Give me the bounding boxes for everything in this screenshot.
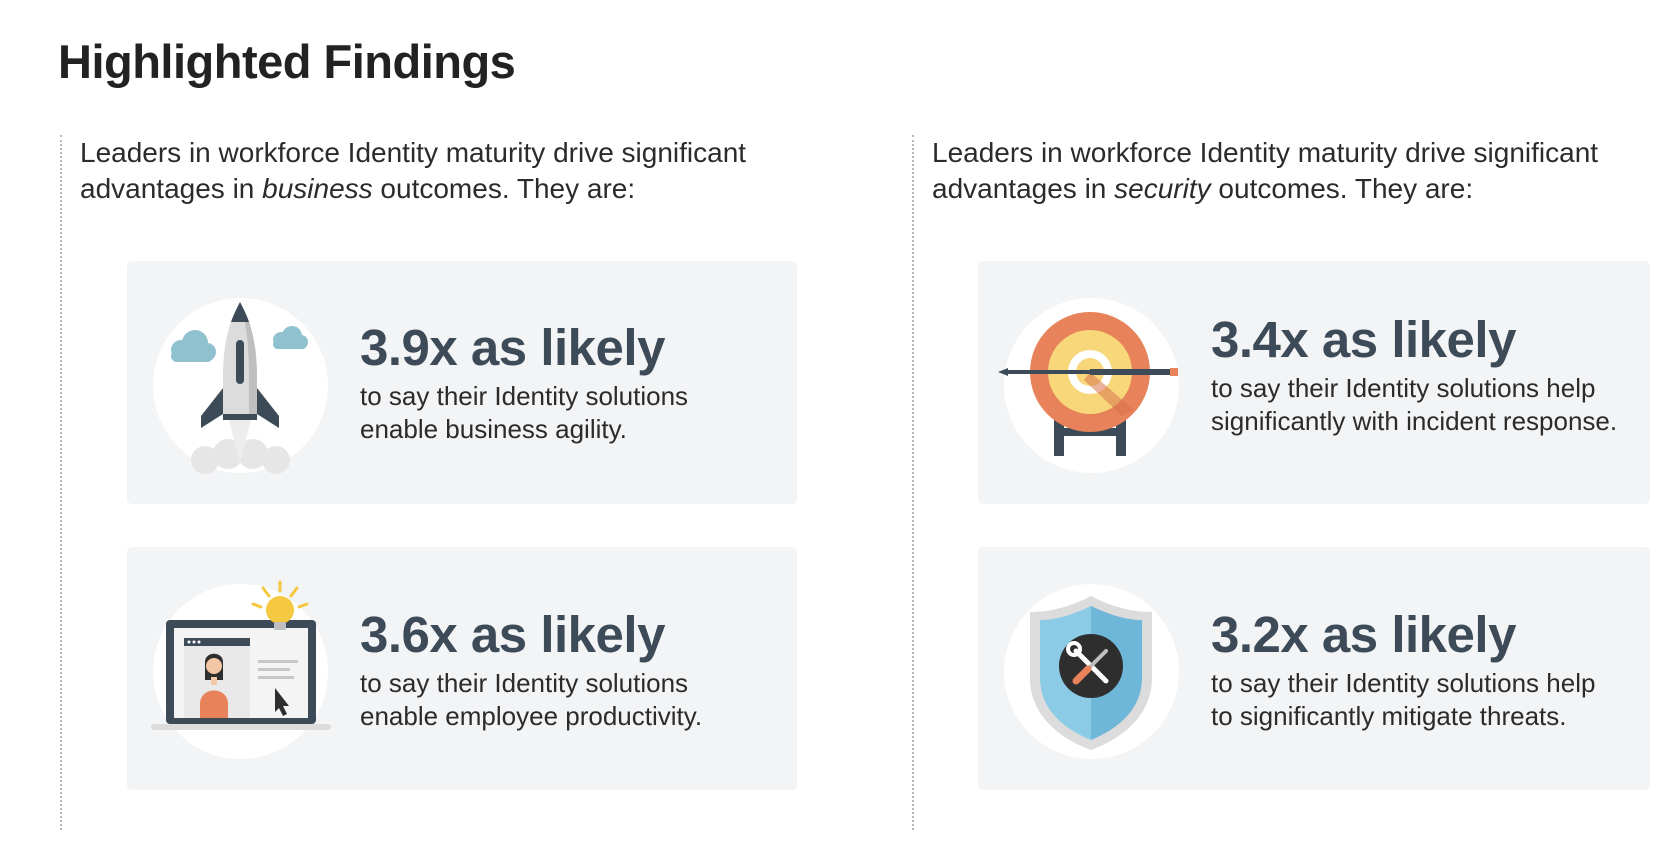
rocket-icon — [171, 302, 308, 474]
business-outcomes-column: Leaders in workforce Identity maturity d… — [60, 135, 820, 830]
finding-card-business-agility: 3.9x as likely to say their Identity sol… — [127, 261, 797, 504]
shield-tools-icon — [1030, 596, 1152, 750]
stat-description-line: to say their Identity solutions help — [1211, 668, 1596, 698]
finding-card-employee-productivity: 3.6x as likely to say their Identity sol… — [127, 547, 797, 790]
intro-line: Leaders in workforce Identity maturity d… — [932, 137, 1599, 168]
stat-description-line: to say their Identity solutions — [360, 668, 689, 698]
intro-line: Leaders in workforce Identity maturity d… — [80, 137, 747, 168]
stat-description: to say their Identity solutions help sig… — [1211, 372, 1641, 438]
stat-value: 3.4x as likely — [1211, 311, 1516, 368]
business-intro: Leaders in workforce Identity maturity d… — [80, 135, 820, 207]
security-intro: Leaders in workforce Identity maturity d… — [932, 135, 1672, 207]
intro-emphasis: security — [1114, 173, 1211, 204]
target-icon-circle — [998, 298, 1179, 473]
laptop-icon-circle — [151, 580, 331, 759]
intro-suffix: outcomes. They are: — [372, 173, 636, 204]
stat-description: to say their Identity solutions help to … — [1211, 667, 1641, 733]
stat-value: 3.2x as likely — [1211, 606, 1516, 663]
dotted-divider — [60, 135, 62, 830]
target-icon — [998, 312, 1178, 456]
page-title: Highlighted Findings — [58, 35, 516, 88]
intro-suffix: outcomes. They are: — [1210, 173, 1474, 204]
stat-description-line: to say their Identity solutions help — [1211, 373, 1596, 403]
stat-description-line: enable employee productivity. — [360, 701, 703, 731]
stat-value: 3.9x as likely — [360, 319, 665, 376]
intro-prefix: advantages in — [80, 173, 263, 204]
intro-emphasis: business — [262, 173, 373, 204]
stat-description-line: to significantly mitigate threats. — [1211, 701, 1567, 731]
stat-description: to say their Identity solutions enable e… — [360, 667, 790, 733]
stat-value: 3.6x as likely — [360, 606, 665, 663]
laptop-user-icon — [151, 580, 331, 730]
stat-description: to say their Identity solutions enable b… — [360, 380, 790, 446]
stat-description-line: significantly with incident response. — [1211, 406, 1618, 436]
shield-icon-circle — [1004, 584, 1179, 759]
finding-card-mitigate-threats: 3.2x as likely to say their Identity sol… — [978, 547, 1650, 790]
dotted-divider — [912, 135, 914, 830]
stat-description-line: to say their Identity solutions — [360, 381, 689, 411]
finding-card-incident-response: 3.4x as likely to say their Identity sol… — [978, 261, 1650, 504]
security-outcomes-column: Leaders in workforce Identity maturity d… — [912, 135, 1672, 830]
intro-prefix: advantages in — [932, 173, 1115, 204]
stat-description-line: enable business agility. — [360, 414, 627, 444]
rocket-icon-circle — [153, 298, 328, 474]
